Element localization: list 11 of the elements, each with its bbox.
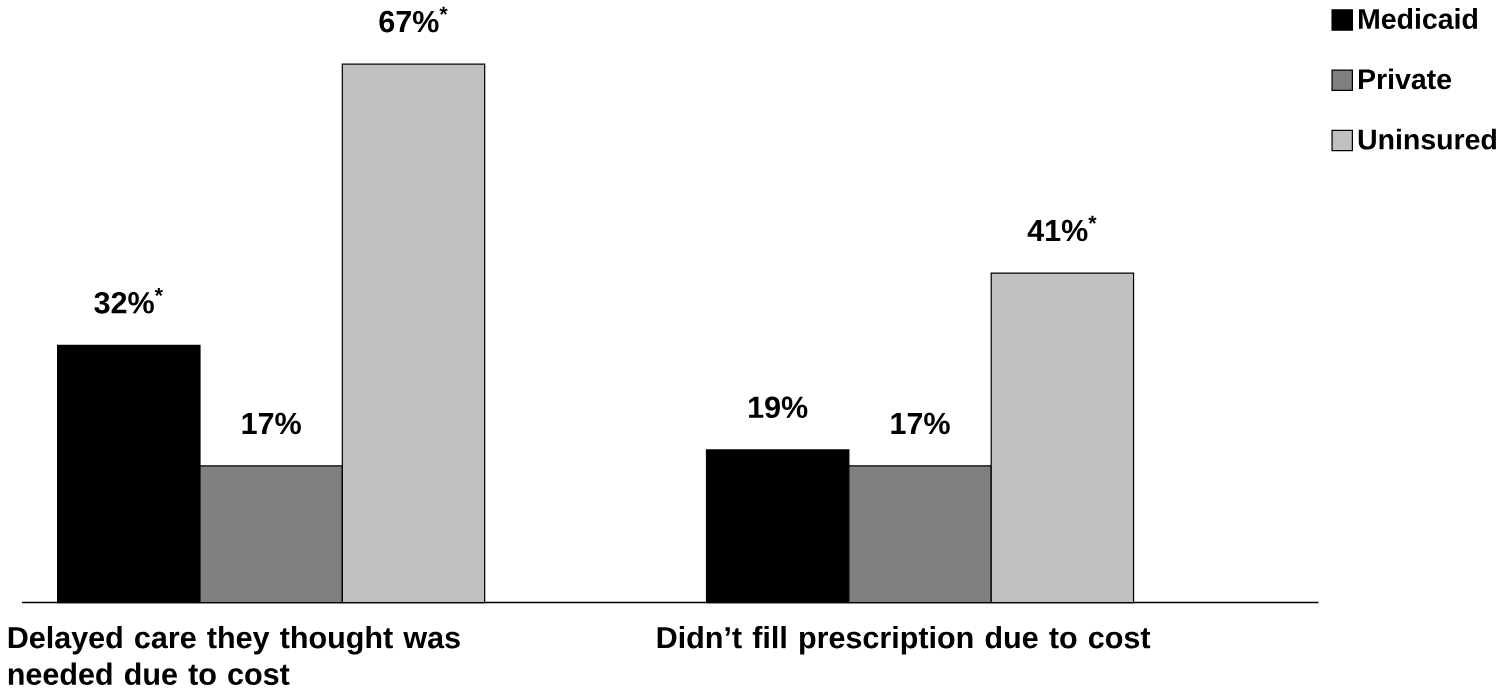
data-label: 17% [891, 412, 950, 435]
data-label: 17% [242, 412, 301, 435]
data-label: 41%$^{*}$ [1027, 215, 1097, 242]
data-label: 67%$^{*}$ [379, 6, 448, 33]
data-label: 32%$^{*}$ [94, 288, 163, 314]
legend-label: Private [1358, 68, 1452, 90]
x-tick-label: Delayed care they thought was needed due to cost [8, 626, 460, 686]
data-label: 19% [749, 396, 808, 419]
x-tick-label: Didn’t fill prescription due to cost [657, 626, 1151, 655]
legend-label: Medicaid [1358, 8, 1478, 30]
legend-label: Uninsured [1358, 128, 1496, 150]
